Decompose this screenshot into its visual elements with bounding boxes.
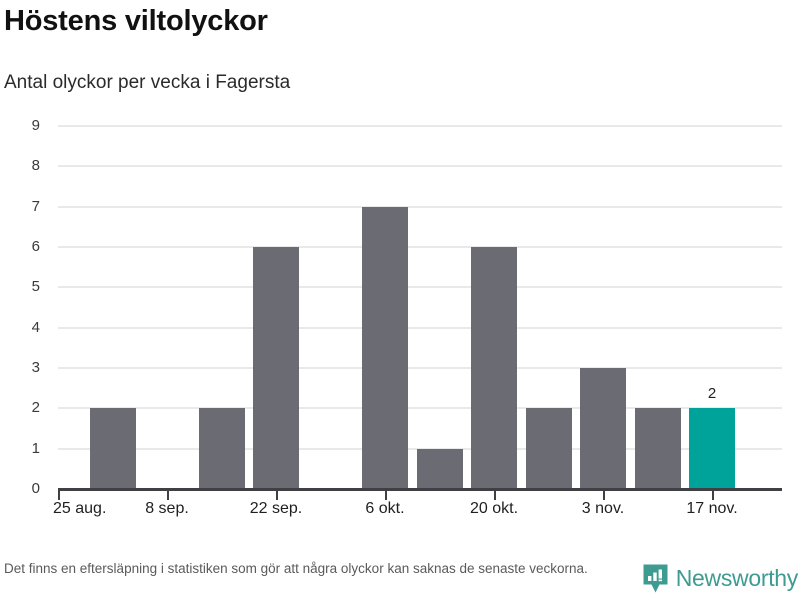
- bar[interactable]: [198, 408, 245, 489]
- bar[interactable]: [525, 408, 572, 489]
- x-axis-line: [58, 488, 782, 491]
- bar-value-label: 2: [707, 385, 717, 403]
- y-axis-tick-label: 5: [31, 278, 40, 296]
- y-axis-tick-label: 2: [31, 399, 40, 417]
- y-axis-tick-label: 7: [31, 197, 40, 215]
- y-axis-tick-label: 8: [31, 157, 40, 175]
- page-subtitle: Antal olyckor per vecka i Fagersta: [4, 72, 291, 93]
- x-axis-tick-label: 3 nov.: [581, 500, 625, 517]
- x-axis-tick: [712, 491, 714, 500]
- bar[interactable]: [634, 408, 681, 489]
- bar[interactable]: [471, 247, 517, 489]
- gridline: [58, 246, 782, 248]
- x-axis-tick-label: 6 okt.: [365, 500, 405, 517]
- chart-plot-area: 0 1 2 3 4 5 6 7 8 9 25 aug. 8 sep. 22 sep. 6 okt. 20 …: [31, 117, 782, 517]
- y-axis-tick-label: 3: [31, 359, 40, 376]
- gridline: [58, 205, 782, 208]
- gridline: [58, 326, 782, 329]
- bar[interactable]: [362, 206, 408, 489]
- x-axis-tick: [603, 491, 605, 500]
- x-axis-tick-label: 20 okt.: [469, 500, 519, 517]
- bar[interactable]: [416, 448, 463, 489]
- gridline: [58, 447, 782, 450]
- x-axis-tick: [167, 491, 169, 500]
- y-axis-tick-label: 4: [31, 318, 40, 336]
- bar[interactable]: [580, 368, 626, 489]
- x-axis-tick: [276, 491, 278, 500]
- bar-highlighted[interactable]: [689, 408, 735, 489]
- newsworthy-logo-text: Newsworthy: [675, 564, 799, 591]
- bar[interactable]: [89, 408, 136, 489]
- footnote: Det finns en eftersläpning i statistiken…: [4, 561, 588, 576]
- gridline: [58, 367, 782, 369]
- x-axis-tick-label: 22 sep.: [249, 500, 303, 517]
- x-axis-tick: [385, 491, 387, 500]
- x-axis-tick-label: 25 aug.: [53, 500, 107, 517]
- gridline: [58, 165, 782, 168]
- gridline: [58, 286, 782, 289]
- x-axis-tick-label: 17 nov.: [686, 500, 738, 517]
- page-title: Höstens viltolyckor: [4, 5, 268, 37]
- y-axis-tick-label: 1: [31, 439, 40, 457]
- gridline: [58, 125, 782, 127]
- y-axis-tick-label: 9: [31, 117, 40, 134]
- x-axis-tick-label: 8 sep.: [145, 500, 189, 517]
- y-axis-tick-label: 0: [31, 480, 40, 497]
- bars-layer: [89, 206, 735, 489]
- bar[interactable]: [253, 247, 299, 489]
- y-axis-tick-label: 6: [31, 238, 40, 255]
- newsworthy-barchart-pin-icon: [642, 563, 669, 594]
- newsworthy-logo: Newsworthy: [642, 562, 798, 594]
- gridline: [58, 407, 782, 410]
- x-axis-tick: [494, 491, 496, 500]
- chart-footer: Det finns en eftersläpning i statistiken…: [0, 556, 800, 600]
- x-axis-tick: [58, 491, 60, 500]
